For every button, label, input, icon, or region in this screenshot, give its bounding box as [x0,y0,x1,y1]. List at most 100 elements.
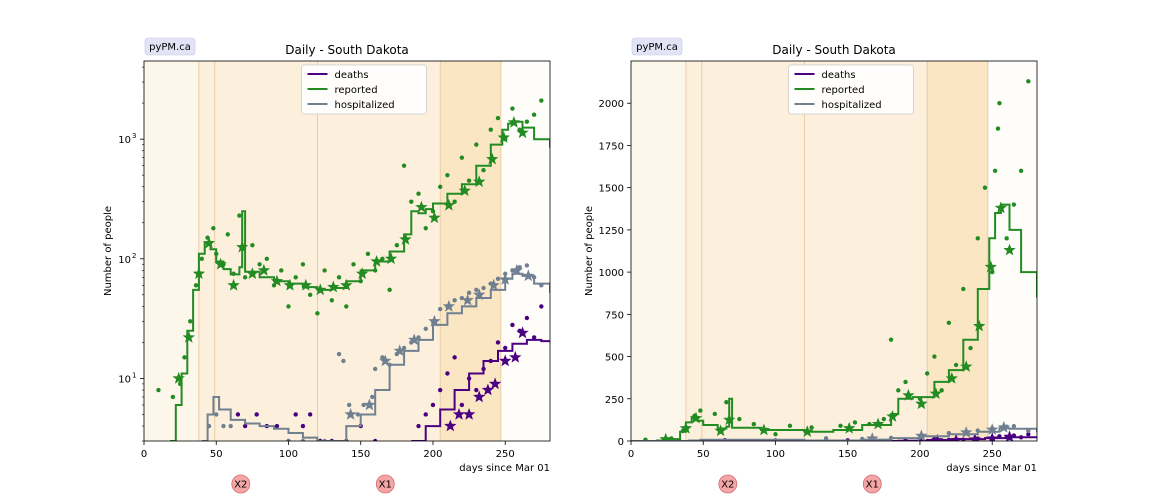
reported-star [442,198,455,211]
reported-point [724,399,729,405]
hospitalized-point [380,355,385,360]
hospitalized-point [300,438,306,441]
reported-point [365,251,371,257]
reported-star [871,417,885,430]
deaths-point [235,412,241,417]
reported-point [474,142,479,147]
legend-label-deaths: deaths [822,70,856,81]
x-tick-label: 100 [279,449,298,460]
reported-star [757,423,771,436]
event-marker [375,474,395,494]
reported-point [481,168,486,173]
period-band [631,61,686,441]
deaths-star [509,350,522,363]
x-tick-label: 250 [496,449,515,460]
reported-point [344,304,349,309]
reported-point [188,319,193,324]
brand-badge [144,37,196,56]
hospitalized-point [228,423,233,429]
hospitalized-star [487,278,500,291]
legend-label-deaths: deaths [335,70,369,81]
reported-point [896,388,901,393]
hospitalized-point [286,438,291,441]
reported-star [172,371,185,384]
reported-star [473,175,486,188]
deaths-point [488,358,493,364]
hospitalized-point [975,428,980,433]
legend-box [301,64,427,115]
reported-point [961,286,966,292]
reported-point [751,421,757,427]
period-band [144,61,199,441]
reported-point [982,185,988,190]
hospitalized-star [428,314,441,327]
deaths-star [481,383,495,396]
reported-point [387,287,392,293]
reported-point [888,337,894,342]
reported-point [809,425,814,430]
reported-star [270,274,284,287]
hospitalized-point [206,423,212,429]
reported-point [394,242,400,248]
deaths-point [531,335,537,340]
reported-point [838,423,843,428]
hospitalized-point [823,436,829,441]
deaths-point [510,322,515,328]
reported-star [723,413,736,426]
reported-point [358,278,363,284]
hospitalized-star [344,408,357,420]
deaths-star [968,433,982,441]
legend-label-reported: reported [822,85,865,96]
deaths-point [437,387,443,393]
hospitalized-star [960,426,973,438]
deaths-point [452,355,457,360]
hospitalized-point [466,290,472,295]
reported-point [773,432,778,437]
hospitalized-point [221,423,226,429]
reported-star [384,252,398,265]
reported-point [698,408,703,413]
reported-point [881,416,887,422]
deaths-point [300,423,306,429]
reported-star [689,411,703,424]
y-axis-label: Number of people [103,206,114,296]
reported-model-line [631,203,1037,441]
hospitalized-star [379,354,392,367]
x-tick-label: 0 [628,449,634,460]
reported-star [994,201,1008,214]
reported-point [712,411,718,417]
y-tick-label: 10 [118,135,131,146]
deaths-point [459,402,465,408]
deaths-star [473,390,486,403]
reported-point [293,275,298,280]
chart-title: Daily - South Dakota [772,43,896,57]
reported-point [156,387,161,393]
reported-point [231,271,236,276]
hospitalized-star [499,273,512,285]
reported-point [531,112,537,117]
reported-point [329,298,335,303]
reported-star [714,424,727,437]
hospitalized-point [539,283,544,288]
period-band [685,61,702,441]
reported-point [445,172,450,178]
brand-label: pyPM.ca [636,42,678,53]
reported-star [973,319,986,332]
hospitalized-point [1011,423,1017,429]
hospitalized-point [336,351,342,357]
reported-star [516,126,529,139]
hospitalized-point [372,366,378,372]
reported-point [1011,202,1017,207]
reported-point [193,283,199,288]
y-tick-label: 0 [618,437,624,448]
reported-star [960,360,973,372]
event-marker [231,474,251,494]
reported-star [214,257,227,270]
reported-point [466,178,472,183]
reported-point [237,213,242,218]
reported-point [416,191,421,196]
reported-point [214,251,219,257]
deaths-star [931,433,944,441]
reported-point [946,320,952,325]
reported-star [945,372,958,384]
